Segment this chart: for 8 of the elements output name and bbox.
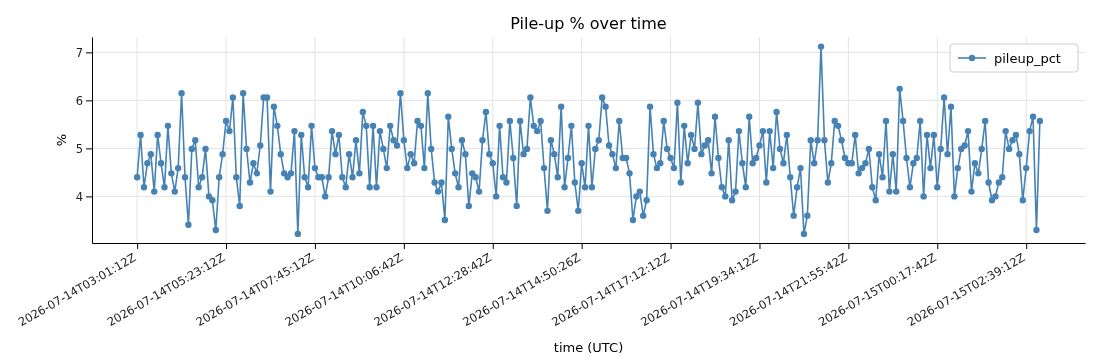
y-tick-label: 4 — [75, 189, 83, 204]
y-tick-label: 7 — [75, 45, 83, 60]
x-axis-title: time (UTC) — [553, 340, 624, 355]
legend-label: pileup_pct — [994, 50, 1061, 66]
y-axis-title: % — [54, 133, 69, 147]
chart-title: Pile-up % over time — [510, 14, 667, 33]
y-tick-label: 5 — [75, 141, 83, 156]
y-tick-label: 6 — [75, 93, 83, 108]
